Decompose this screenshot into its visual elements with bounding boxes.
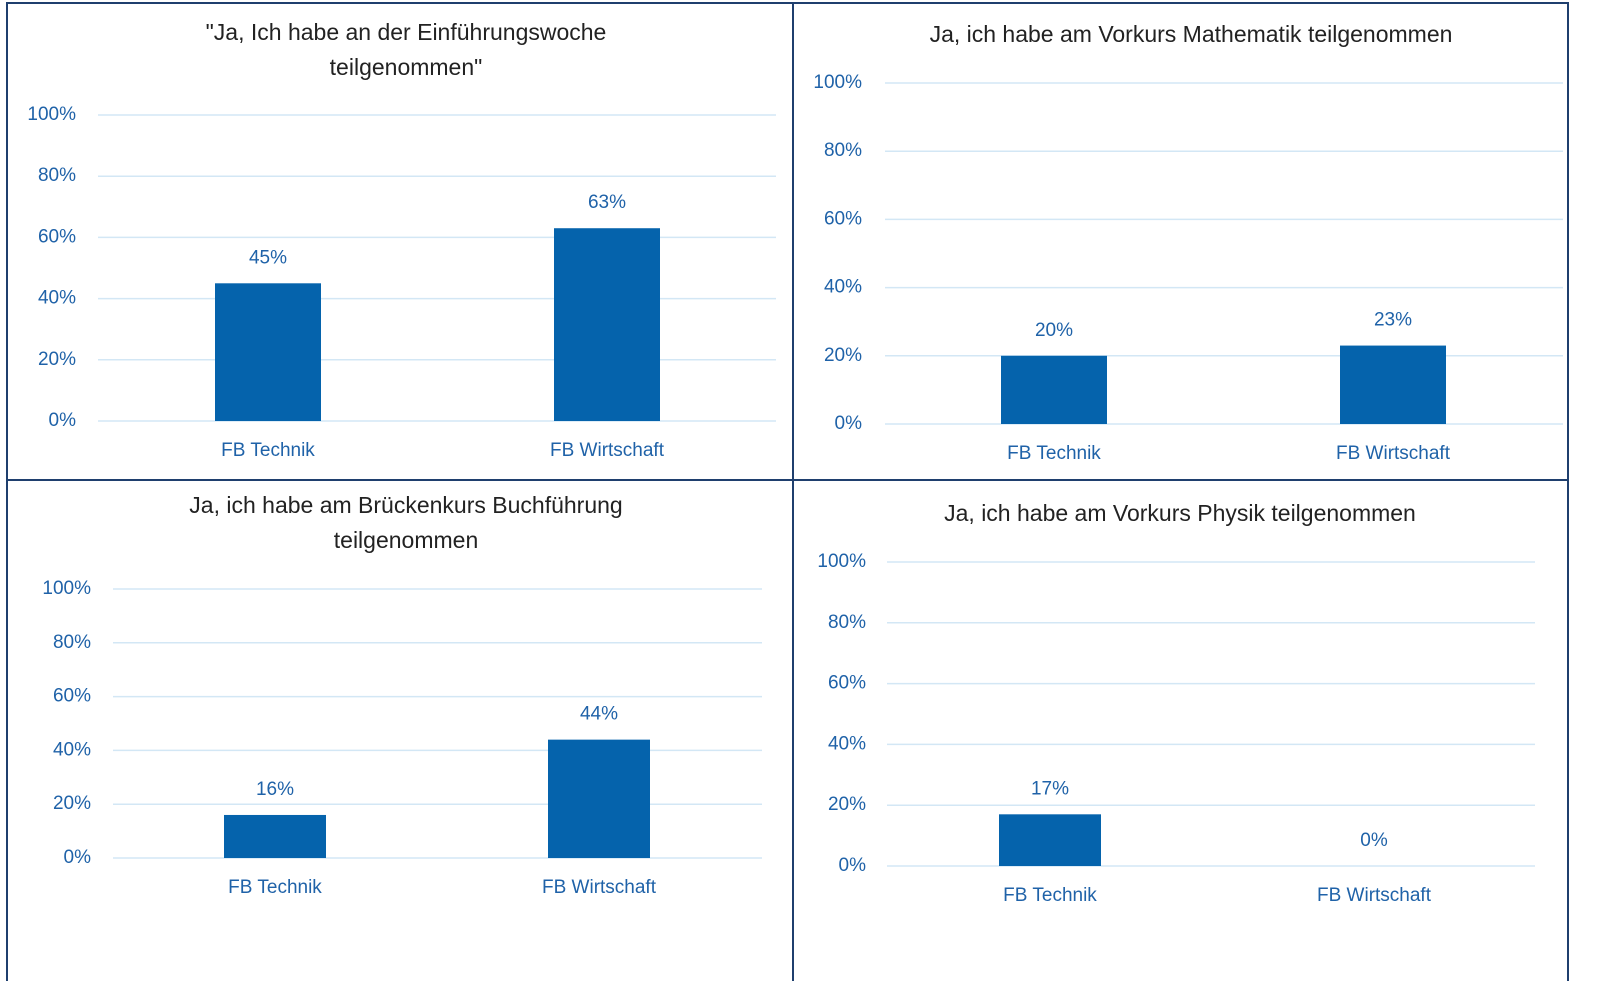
y-tick-label: 20%: [828, 794, 866, 815]
panel: [792, 479, 1569, 981]
y-tick-label: 100%: [817, 551, 866, 572]
value-label: 20%: [1035, 320, 1073, 341]
x-tick-label: FB Wirtschaft: [1317, 885, 1432, 906]
x-tick-label: FB Technik: [221, 440, 315, 461]
y-tick-label: 100%: [27, 104, 76, 125]
y-tick-label: 80%: [38, 165, 76, 186]
x-tick-label: FB Wirtschaft: [550, 440, 665, 461]
panel: [792, 2, 1569, 481]
y-tick-label: 100%: [42, 578, 91, 599]
y-tick-label: 80%: [824, 140, 862, 161]
bar: [224, 814, 326, 858]
x-tick-label: FB Wirtschaft: [1336, 443, 1451, 464]
x-tick-label: FB Technik: [228, 877, 322, 898]
bar: [554, 228, 660, 421]
bar: [215, 283, 321, 421]
x-tick-label: FB Technik: [1007, 443, 1101, 464]
y-tick-label: 60%: [828, 673, 866, 694]
y-tick-label: 80%: [53, 632, 91, 653]
chart-title: Ja, ich habe am Brückenkurs Buchführung …: [189, 492, 623, 553]
y-tick-label: 20%: [38, 349, 76, 370]
bar: [1340, 345, 1446, 424]
y-tick-label: 20%: [824, 345, 862, 366]
bar: [1001, 355, 1107, 424]
y-tick-label: 40%: [38, 288, 76, 309]
y-tick-label: 60%: [53, 686, 91, 707]
y-tick-label: 0%: [835, 413, 863, 434]
bar: [548, 739, 650, 858]
value-label: 63%: [588, 192, 626, 213]
value-label: 17%: [1031, 778, 1069, 799]
chart-title: "Ja, Ich habe an der Einführungswoche te…: [205, 19, 607, 80]
y-tick-label: 100%: [813, 72, 862, 93]
y-tick-label: 60%: [38, 226, 76, 247]
chart-title: Ja, ich habe am Vorkurs Mathematik teilg…: [929, 21, 1453, 47]
y-tick-label: 60%: [824, 208, 862, 229]
y-tick-label: 20%: [53, 793, 91, 814]
y-tick-label: 40%: [824, 277, 862, 298]
value-label: 44%: [580, 704, 618, 725]
y-tick-label: 80%: [828, 612, 866, 633]
y-tick-label: 0%: [839, 855, 867, 876]
value-label: 23%: [1374, 310, 1412, 331]
bar: [999, 814, 1101, 866]
value-label: 16%: [256, 779, 294, 800]
x-tick-label: FB Wirtschaft: [542, 877, 657, 898]
y-tick-label: 40%: [828, 733, 866, 754]
y-tick-label: 40%: [53, 739, 91, 760]
chart-title: Ja, ich habe am Vorkurs Physik teilgenom…: [944, 500, 1416, 526]
value-label: 0%: [1360, 830, 1388, 851]
x-tick-label: FB Technik: [1003, 885, 1097, 906]
value-label: 45%: [249, 247, 287, 268]
y-tick-label: 0%: [49, 410, 77, 431]
y-tick-label: 0%: [64, 847, 92, 868]
